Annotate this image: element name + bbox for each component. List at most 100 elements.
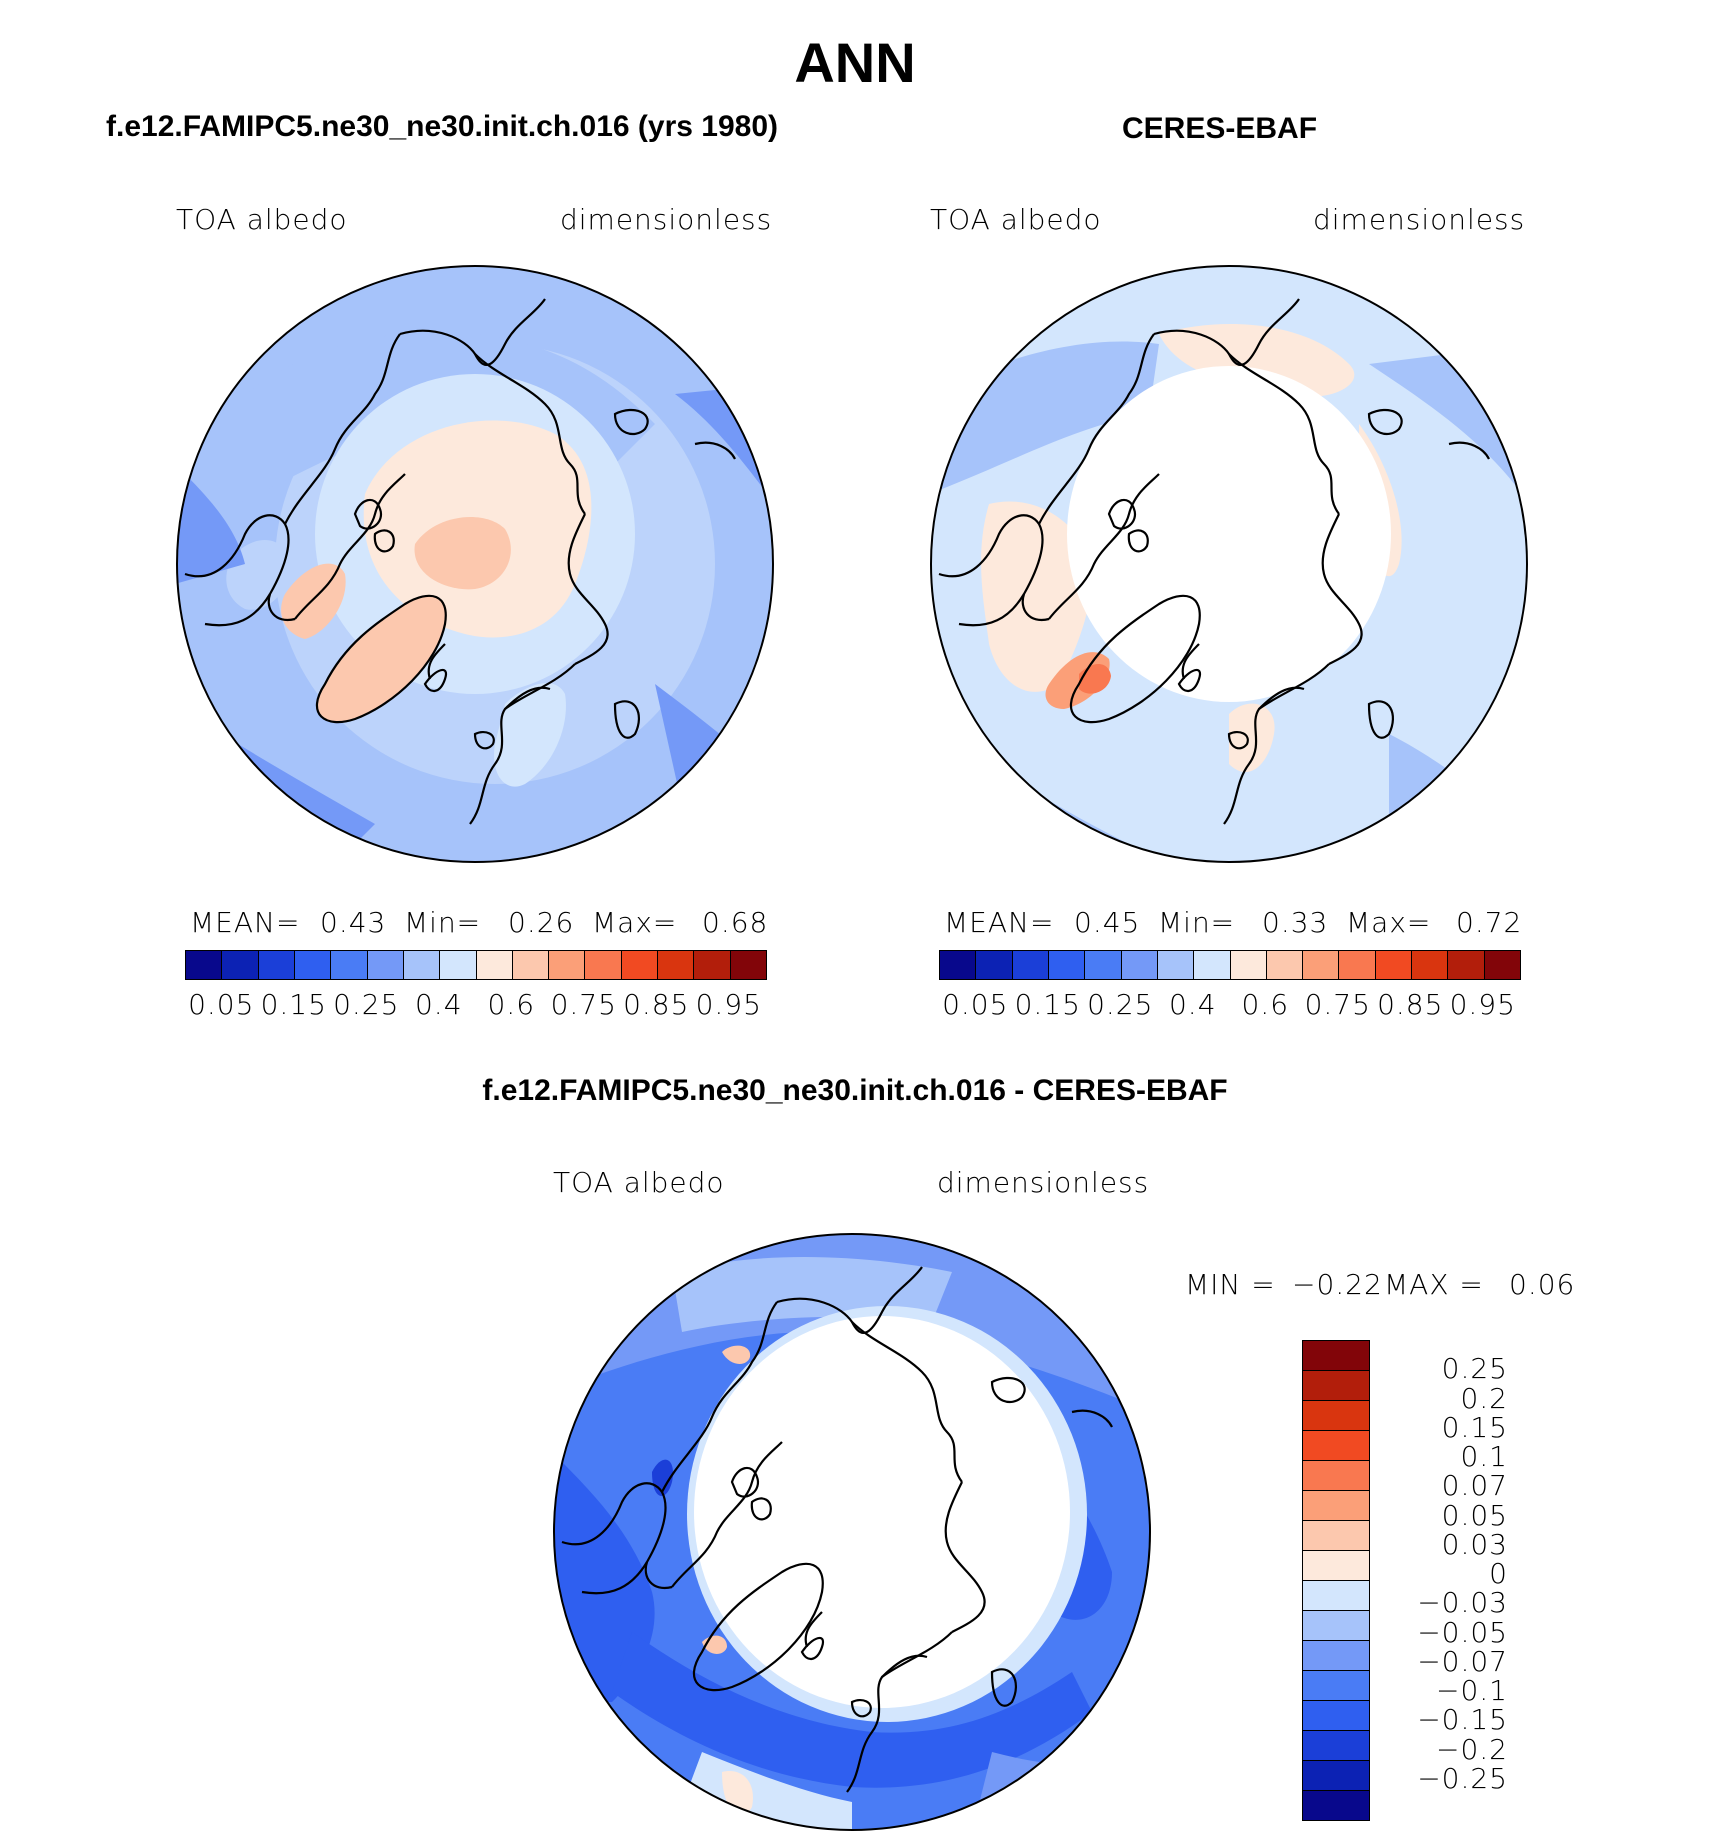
diff-colorbar-cell xyxy=(1303,1551,1369,1581)
obs-units-label: dimensionless xyxy=(1313,203,1526,236)
obs-colorbar-tick-label: 0.85 xyxy=(1377,988,1444,1021)
obs-polar-map xyxy=(930,265,1528,863)
obs-colorbar-cell xyxy=(1412,951,1449,979)
obs-colorbar-cell xyxy=(1448,951,1485,979)
model-colorbar-cell xyxy=(476,951,513,979)
diff-colorbar-tick-label: −0.15 xyxy=(1417,1703,1508,1737)
diff-colorbar-tick-label: −0.2 xyxy=(1436,1732,1508,1766)
model-colorbar-cell xyxy=(730,951,766,979)
model-colorbar-tick-label: 0.95 xyxy=(695,988,762,1021)
obs-min-value: 0.33 xyxy=(1262,906,1329,939)
model-colorbar-cell xyxy=(367,951,404,979)
obs-colorbar-tick-label: 0.75 xyxy=(1304,988,1371,1021)
model-mean-label: MEAN= xyxy=(190,906,301,939)
diff-max-label: MAX = xyxy=(1384,1268,1484,1301)
diff-colorbar-tick-label: 0.15 xyxy=(1441,1410,1508,1444)
obs-colorbar-cell xyxy=(1230,951,1267,979)
model-colorbar-tick-label: 0.25 xyxy=(333,988,400,1021)
obs-colorbar-cell xyxy=(940,951,977,979)
model-colorbar-cell xyxy=(294,951,332,979)
diff-colorbar-tick-label: 0.07 xyxy=(1441,1469,1508,1503)
obs-colorbar-cell xyxy=(1012,951,1049,979)
model-colorbar xyxy=(185,950,767,980)
obs-mean-value: 0.45 xyxy=(1074,906,1141,939)
obs-colorbar-ticks: 0.05 0.15 0.25 0.4 0.6 0.75 0.85 0.95 xyxy=(939,988,1519,1022)
obs-colorbar-cell xyxy=(1266,951,1304,979)
obs-map-boundary xyxy=(930,265,1528,863)
obs-colorbar xyxy=(939,950,1521,980)
obs-colorbar-cell xyxy=(1157,951,1195,979)
obs-colorbar-cell xyxy=(1303,951,1340,979)
model-coastlines xyxy=(184,298,736,825)
diff-colorbar-cell xyxy=(1303,1431,1369,1461)
model-min-value: 0.26 xyxy=(508,906,575,939)
model-colorbar-tick-label: 0.4 xyxy=(414,988,463,1021)
diff-colorbar-cell xyxy=(1303,1701,1369,1731)
obs-colorbar-cell xyxy=(1194,951,1231,979)
model-units-label: dimensionless xyxy=(560,203,773,236)
model-colorbar-cell xyxy=(694,951,731,979)
model-colorbar-tick-label: 0.15 xyxy=(260,988,327,1021)
model-mean-value: 0.43 xyxy=(320,906,387,939)
obs-colorbar-cell xyxy=(1339,951,1376,979)
diff-colorbar-cell xyxy=(1303,1461,1369,1491)
diff-units-label: dimensionless xyxy=(937,1166,1150,1199)
model-colorbar-cell xyxy=(222,951,259,979)
diff-colorbar-cell xyxy=(1303,1341,1369,1371)
obs-panel-title: CERES-EBAF xyxy=(1122,112,1318,145)
obs-colorbar-cell xyxy=(1048,951,1086,979)
diff-colorbar-cell xyxy=(1303,1731,1369,1761)
diff-variable-label: TOA albedo xyxy=(553,1166,725,1199)
model-colorbar-cell xyxy=(186,951,223,979)
diff-coastlines xyxy=(561,1266,1113,1793)
model-colorbar-ticks: 0.05 0.15 0.25 0.4 0.6 0.75 0.85 0.95 xyxy=(185,988,765,1022)
diff-colorbar-tick-label: 0.03 xyxy=(1441,1527,1508,1561)
model-colorbar-tick-label: 0.75 xyxy=(550,988,617,1021)
obs-min-label: Min= xyxy=(1158,906,1236,939)
model-min-label: Min= xyxy=(404,906,482,939)
diff-colorbar-tick-label: 0.2 xyxy=(1460,1381,1508,1415)
diff-polar-map xyxy=(553,1233,1151,1831)
diff-min-label: MIN = xyxy=(1185,1268,1276,1301)
model-colorbar-cell xyxy=(403,951,441,979)
model-max-value: 0.68 xyxy=(702,906,769,939)
obs-colorbar-cell xyxy=(1375,951,1413,979)
diff-colorbar-tick-label: −0.25 xyxy=(1417,1761,1508,1795)
diff-min-value: −0.22 xyxy=(1292,1268,1383,1301)
obs-colorbar-cell xyxy=(1484,951,1520,979)
diff-colorbar-cell xyxy=(1303,1371,1369,1401)
diff-colorbar-ticks: 0.25 0.2 0.15 0.1 0.07 0.05 0.03 0 −0.03 −0.05 −0.… xyxy=(1380,1340,1520,1808)
diff-colorbar-cell xyxy=(1303,1641,1369,1671)
page-title: ANN xyxy=(794,31,916,94)
diff-colorbar xyxy=(1302,1340,1370,1821)
model-map-boundary xyxy=(176,265,774,863)
obs-colorbar-tick-label: 0.4 xyxy=(1168,988,1217,1021)
model-colorbar-cell xyxy=(585,951,622,979)
diff-colorbar-cell xyxy=(1303,1491,1369,1521)
obs-colorbar-tick-label: 0.05 xyxy=(942,988,1009,1021)
obs-colorbar-cell xyxy=(1121,951,1158,979)
diff-colorbar-tick-label: 0.05 xyxy=(1441,1498,1508,1532)
model-colorbar-cell xyxy=(621,951,659,979)
diff-colorbar-cell xyxy=(1303,1611,1369,1641)
model-panel-title: f.e12.FAMIPC5.ne30_ne30.init.ch.016 (yrs… xyxy=(106,110,778,143)
diff-max-value: 0.06 xyxy=(1509,1268,1576,1301)
diff-colorbar-tick-label: −0.03 xyxy=(1417,1586,1508,1620)
obs-colorbar-tick-label: 0.6 xyxy=(1241,988,1290,1021)
diff-colorbar-tick-label: 0.1 xyxy=(1460,1440,1508,1473)
diff-colorbar-tick-label: 0 xyxy=(1489,1557,1508,1590)
obs-colorbar-tick-label: 0.95 xyxy=(1449,988,1516,1021)
diff-colorbar-tick-label: 0.25 xyxy=(1441,1352,1508,1386)
diff-colorbar-cell xyxy=(1303,1581,1369,1611)
obs-variable-label: TOA albedo xyxy=(930,203,1102,236)
model-variable-label: TOA albedo xyxy=(176,203,348,236)
diff-colorbar-cell xyxy=(1303,1791,1369,1820)
diff-colorbar-tick-label: −0.07 xyxy=(1417,1644,1508,1678)
model-colorbar-cell xyxy=(258,951,295,979)
diff-colorbar-cell xyxy=(1303,1761,1369,1791)
model-colorbar-tick-label: 0.6 xyxy=(487,988,536,1021)
diff-colorbar-tick-label: −0.1 xyxy=(1436,1674,1508,1707)
model-colorbar-cell xyxy=(440,951,477,979)
obs-colorbar-cell xyxy=(976,951,1013,979)
obs-max-label: Max= xyxy=(1346,906,1432,939)
